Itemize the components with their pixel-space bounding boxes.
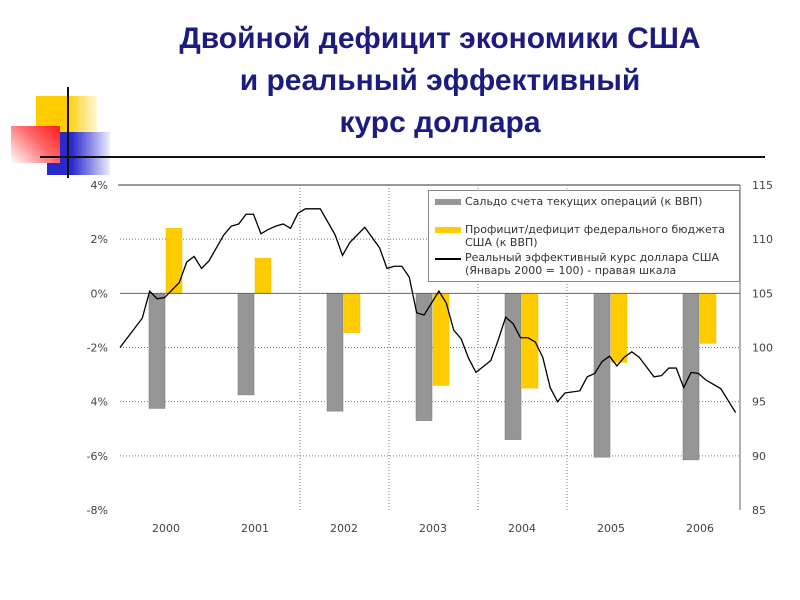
left-tick-label: -6% [87, 450, 108, 463]
legend: Сальдо счета текущих операций (к ВВП) Пр… [428, 190, 740, 282]
bar-current-account [682, 293, 700, 461]
x-tick-label: 2002 [330, 522, 358, 535]
legend-label: Профицит/дефицит федерального бюджета СШ… [465, 223, 725, 249]
slide-title: Двойной дефицит экономики США и реальный… [100, 18, 780, 144]
legend-swatch-gray [435, 199, 461, 205]
x-tick-label: 2003 [419, 522, 447, 535]
title-line-2: и реальный эффективный [239, 64, 641, 97]
x-tick-label: 2005 [597, 522, 625, 535]
bar-budget-balance [343, 293, 361, 333]
right-tick-label: 115 [752, 179, 773, 192]
x-tick-label: 2000 [152, 522, 180, 535]
left-tick-label: 4% [91, 396, 108, 409]
bar-budget-balance [699, 293, 717, 344]
title-line-3: курс доллара [339, 106, 541, 139]
legend-item-current-account: Сальдо счета текущих операций (к ВВП) [435, 195, 702, 208]
bar-budget-balance [610, 293, 628, 363]
left-tick-label: 2% [91, 233, 108, 246]
bar-current-account [326, 293, 344, 412]
legend-swatch-line [435, 258, 461, 260]
right-tick-label: 100 [752, 342, 773, 355]
title-line-1: Двойной дефицит экономики США [179, 22, 701, 55]
bar-current-account [237, 293, 255, 396]
legend-item-exchange-rate: Реальный эффективный курс доллара США (Я… [435, 251, 735, 277]
bar-budget-balance [165, 228, 183, 294]
legend-item-budget: Профицит/дефицит федерального бюджета СШ… [435, 223, 735, 249]
right-tick-label: 90 [752, 450, 766, 463]
left-tick-label: 4% [91, 179, 108, 192]
right-tick-label: 85 [752, 504, 766, 517]
decor-vertical-line [67, 87, 69, 178]
left-tick-label: -8% [87, 504, 108, 517]
bar-current-account [504, 293, 522, 440]
bar-budget-balance [521, 293, 539, 389]
bar-current-account [415, 293, 433, 421]
x-tick-label: 2004 [508, 522, 536, 535]
exchange-rate-line [119, 208, 737, 413]
legend-swatch-yellow [435, 227, 461, 233]
right-tick-label: 110 [752, 233, 773, 246]
legend-label: Реальный эффективный курс доллара США (Я… [465, 251, 720, 277]
decor-horizontal-line [40, 156, 765, 158]
left-tick-label: -2% [87, 342, 108, 355]
bar-budget-balance [254, 257, 272, 294]
bar-current-account [148, 293, 166, 409]
bar-current-account [593, 293, 611, 458]
right-tick-label: 95 [752, 396, 766, 409]
legend-label: Сальдо счета текущих операций (к ВВП) [465, 195, 703, 208]
x-tick-label: 2006 [686, 522, 714, 535]
bar-budget-balance [432, 293, 450, 386]
x-tick-label: 2001 [241, 522, 269, 535]
left-tick-label: 0% [91, 287, 108, 300]
right-tick-label: 105 [752, 287, 773, 300]
